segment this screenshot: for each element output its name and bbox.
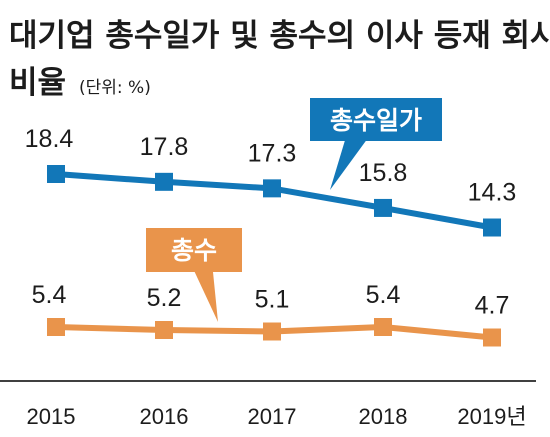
callout-pointer — [190, 262, 218, 322]
data-label: 14.3 — [468, 179, 517, 207]
legend-callout-1: 총수일가 — [310, 98, 442, 190]
data-label: 5.4 — [366, 281, 401, 309]
x-tick-label: 2017 — [248, 404, 297, 429]
legend-callout-2: 총수 — [146, 228, 242, 322]
data-label: 17.3 — [248, 139, 297, 167]
chart-title-line1: 대기업 총수일가 및 총수의 이사 등재 회사 — [9, 18, 550, 54]
x-tick-label: 2015 — [27, 404, 76, 429]
data-label: 17.8 — [140, 133, 189, 161]
data-point — [263, 322, 281, 341]
chart-title-line2: 비율 — [9, 65, 66, 101]
data-label: 5.2 — [147, 284, 182, 312]
x-tick-label: 2018 — [359, 404, 408, 429]
data-label: 5.1 — [255, 286, 290, 314]
data-point — [263, 179, 281, 198]
legend-label: 총수일가 — [330, 106, 422, 135]
data-label: 18.4 — [25, 125, 74, 153]
callout-box — [146, 228, 242, 272]
data-label: 4.7 — [475, 292, 510, 320]
data-point — [483, 218, 501, 237]
data-point — [155, 172, 173, 191]
data-point — [155, 321, 173, 339]
data-point — [47, 318, 65, 336]
data-point — [47, 165, 65, 183]
x-tick-label: 2016 — [140, 404, 189, 429]
callout-box — [310, 98, 442, 141]
legend-label: 총수 — [171, 236, 217, 265]
data-label: 15.8 — [359, 159, 408, 187]
chart-unit-label: (단위: %) — [79, 78, 151, 98]
callout-pointer — [330, 127, 376, 190]
x-tick-label: 2019년 — [457, 404, 526, 429]
plot-area: 2015 2016 2017 2018 2019년 18.4 17.8 17.3 15.8 14.… — [0, 98, 536, 429]
data-point — [483, 328, 501, 347]
data-point — [374, 198, 392, 217]
data-point — [374, 318, 392, 336]
data-label: 5.4 — [32, 281, 67, 309]
